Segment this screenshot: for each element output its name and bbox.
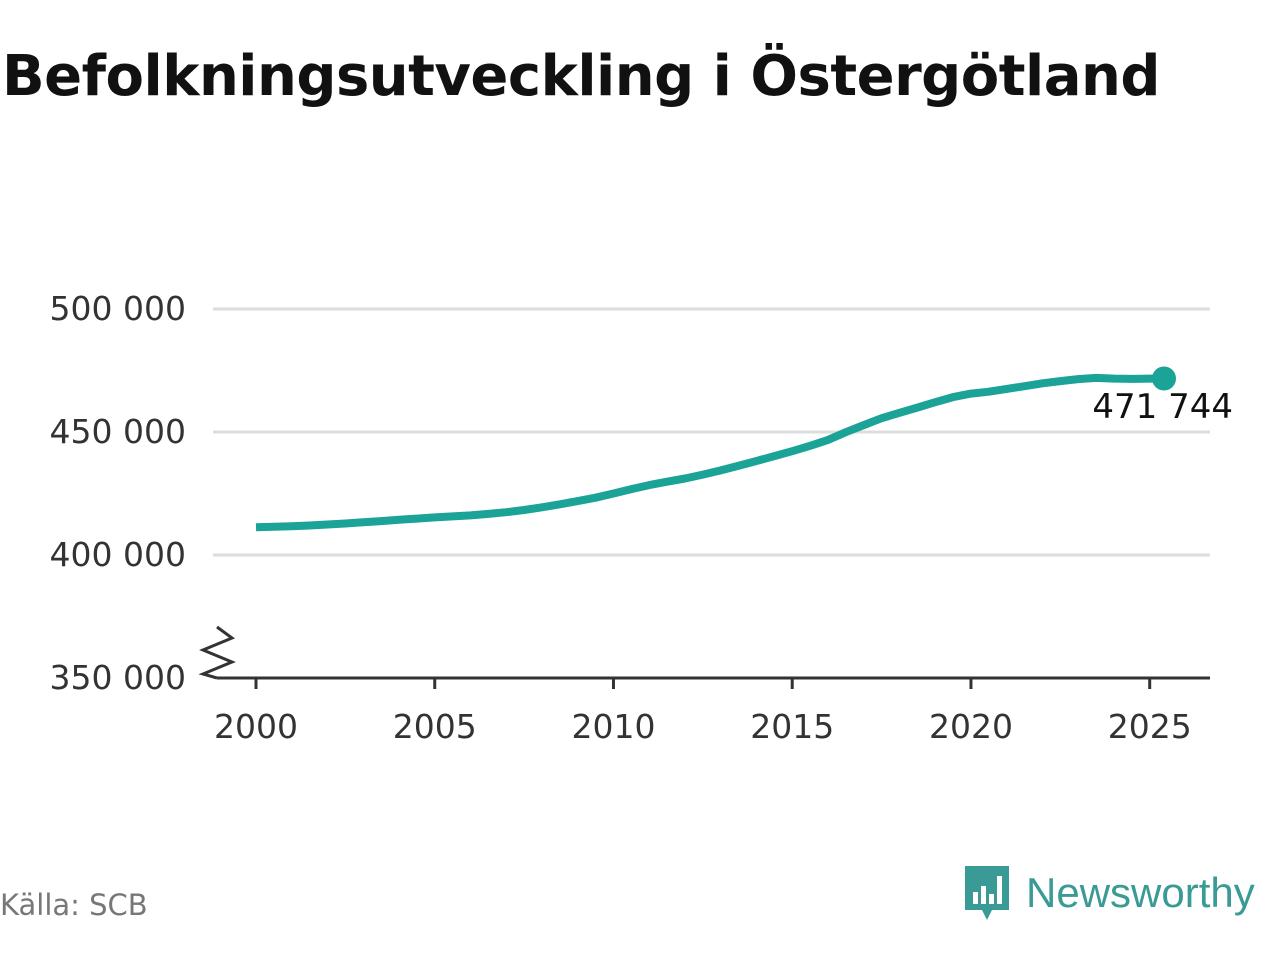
bar-chart-speech-bubble-icon: [965, 866, 1009, 920]
source-note: Källa: SCB: [0, 888, 148, 922]
brand-logo: Newsworthy: [962, 862, 1255, 924]
x-tick-label: 2010: [571, 707, 655, 746]
x-tick-label: 2005: [393, 707, 477, 746]
x-tick-label: 2020: [929, 707, 1013, 746]
chart-title: Befolkningsutveckling i Östergötland: [2, 44, 1160, 109]
labels: 350 000 400 000 450 000 500 000 2000 2005 2010…: [50, 289, 1233, 746]
axis-break-icon: [198, 625, 236, 680]
gridlines: [213, 307, 1210, 557]
y-tick-label: 500 000: [50, 289, 186, 328]
end-value-label: 471 744: [1092, 387, 1233, 427]
y-tick-label: 400 000: [50, 535, 186, 574]
series-line: [255, 373, 1165, 532]
brand-name: Newsworthy: [1026, 869, 1255, 916]
x-tick-label: 2025: [1108, 707, 1192, 746]
y-tick-label: 450 000: [50, 412, 186, 451]
axes: [198, 625, 1210, 689]
series-layer: [255, 366, 1176, 532]
y-tick-label: 350 000: [50, 658, 186, 697]
end-point-marker: [1152, 366, 1176, 391]
line-chart: 350 000 400 000 450 000 500 000 2000 2005 2010…: [50, 289, 1233, 746]
x-tick-label: 2000: [214, 707, 298, 746]
x-tick-label: 2015: [750, 707, 834, 746]
